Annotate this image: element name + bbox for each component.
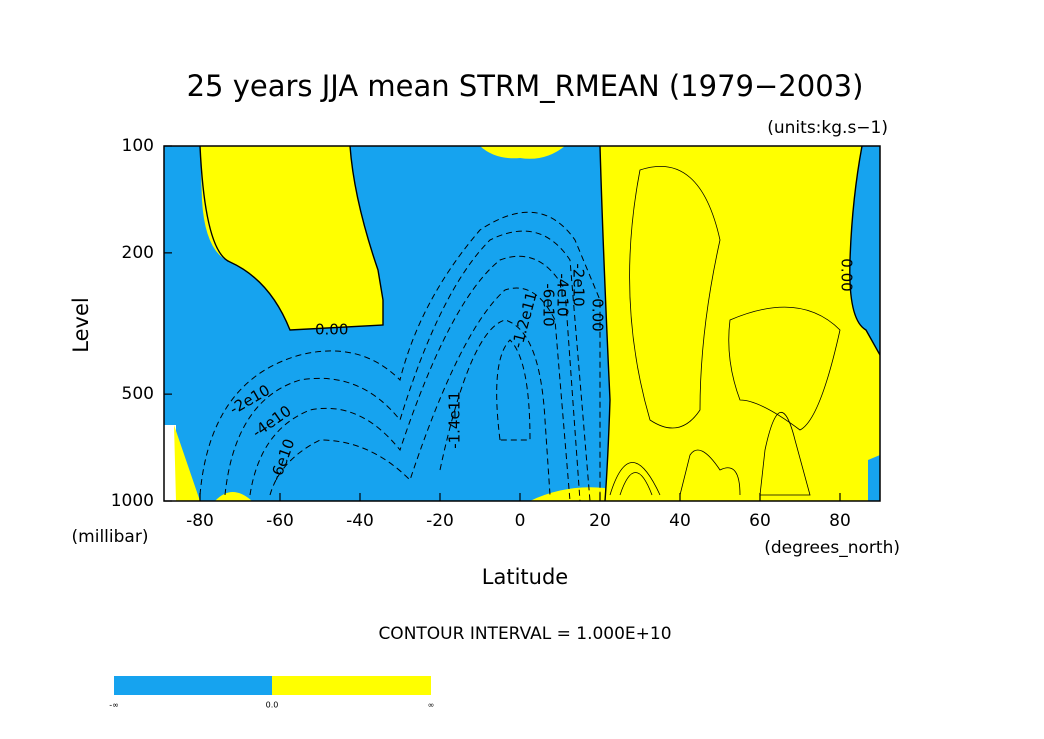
x-tick-label: 20 [589, 511, 611, 531]
y-tick-label: 100 [122, 136, 154, 156]
contour-line [199, 211, 601, 501]
positive-region [480, 146, 565, 159]
contour-line [439, 319, 551, 496]
contour-label: -4e10 [554, 273, 572, 316]
contour-line [496, 339, 531, 441]
contour-interval: CONTOUR INTERVAL = 1.000E+10 [378, 624, 671, 644]
y-tick-label: 200 [122, 243, 154, 263]
contour-label: -6e10 [540, 283, 558, 326]
contour-line [269, 287, 571, 501]
y-tick-label: 500 [122, 384, 154, 404]
positive-region [200, 146, 383, 330]
x-tick-label: -60 [266, 511, 294, 531]
contour-label: 0.00 [838, 258, 856, 291]
positive-region [174, 425, 200, 501]
colorbar-label: 0.0 [266, 701, 279, 710]
y-axis-label: Level [69, 297, 93, 352]
contour-line [224, 230, 591, 501]
contour-field [164, 146, 880, 501]
zero-contour [199, 146, 880, 501]
subtitle: (units:kg.s−1) [767, 118, 888, 138]
positive-region [600, 146, 880, 501]
contour-line [609, 462, 661, 496]
x-tick-label: 0 [515, 511, 526, 531]
chart-title: 25 years JJA mean STRM_RMEAN (1979−2003) [187, 69, 864, 103]
positive-region [530, 487, 605, 501]
colorbar-negative [114, 676, 272, 695]
x-tick-label: -40 [346, 511, 374, 531]
plot-frame [163, 145, 881, 502]
y-unit: (millibar) [72, 527, 149, 547]
missing-region [164, 425, 176, 501]
colorbar-label: -∞ [109, 701, 119, 710]
y-tick-label: 1000 [111, 491, 154, 511]
contour-line [728, 306, 841, 431]
contour-label: 0.00 [315, 321, 348, 339]
contour-label: 0.00 [589, 298, 607, 331]
x-tick-label: -80 [186, 511, 214, 531]
contour-label: -2e10 [570, 263, 588, 306]
colorbar-positive [272, 676, 431, 695]
positive-region [215, 492, 252, 501]
contour-line [759, 412, 811, 496]
x-unit: (degrees_north) [764, 538, 900, 558]
contour-line [679, 449, 741, 496]
x-tick-label: 60 [749, 511, 771, 531]
contour-line [629, 165, 721, 429]
x-tick-label: -20 [426, 511, 454, 531]
x-tick-label: 80 [829, 511, 851, 531]
contour-line [249, 255, 581, 501]
x-axis-label: Latitude [482, 565, 568, 589]
colorbar-label: ∞ [428, 701, 435, 710]
contour-label: -1.4e11 [446, 391, 464, 449]
x-tick-label: 40 [669, 511, 691, 531]
